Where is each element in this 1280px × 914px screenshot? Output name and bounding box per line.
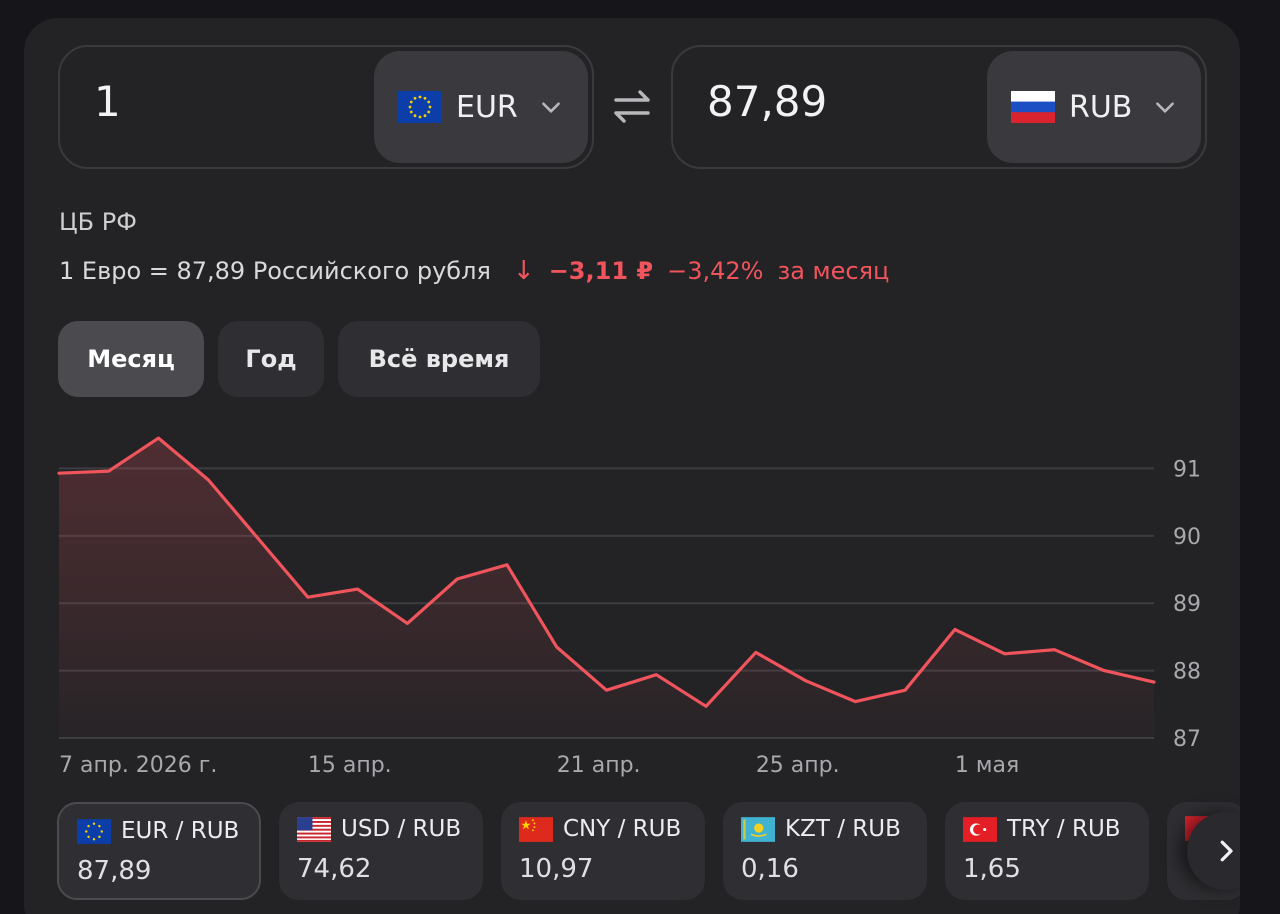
rate-source-label: ЦБ РФ bbox=[59, 208, 137, 236]
to-amount-input[interactable] bbox=[707, 77, 967, 126]
from-currency-code: EUR bbox=[456, 89, 518, 125]
eu-flag-icon bbox=[77, 818, 111, 844]
pair-value: 1,65 bbox=[963, 854, 1021, 884]
usa-flag-icon bbox=[297, 816, 331, 842]
from-currency-box: EUR bbox=[58, 45, 594, 169]
y-tick-label: 87 bbox=[1173, 727, 1201, 752]
pair-value: 87,89 bbox=[77, 856, 152, 886]
pair-try-rub[interactable]: TRY / RUB 1,65 bbox=[945, 802, 1149, 900]
from-currency-select[interactable]: EUR bbox=[374, 51, 588, 163]
swap-icon[interactable] bbox=[610, 86, 654, 126]
converter-card: EUR RUB ЦБ РФ 1 Евро = 87,89 Российского… bbox=[24, 18, 1240, 914]
pair-usd-rub[interactable]: USD / RUB 74,62 bbox=[279, 802, 483, 900]
x-tick-label: 21 апр. bbox=[557, 753, 641, 778]
rate-summary: 1 Евро = 87,89 Российского рубля ↓ −3,11… bbox=[59, 256, 889, 286]
x-tick-label: 15 апр. bbox=[308, 753, 392, 778]
to-currency-select[interactable]: RUB bbox=[987, 51, 1201, 163]
chevron-down-icon bbox=[1156, 102, 1175, 113]
rate-change-percent: −3,42% bbox=[667, 257, 764, 285]
rate-change-period: за месяц bbox=[777, 257, 890, 285]
turkey-flag-icon bbox=[963, 816, 997, 842]
russia-flag-icon bbox=[1011, 91, 1055, 123]
rate-text: 1 Евро = 87,89 Российского рубля bbox=[59, 257, 491, 285]
pair-label: TRY / RUB bbox=[1007, 816, 1121, 842]
y-tick-label: 90 bbox=[1173, 525, 1201, 550]
chart-area-fill bbox=[59, 438, 1154, 738]
x-tick-label: 25 апр. bbox=[756, 753, 840, 778]
tab-year[interactable]: Год bbox=[218, 321, 324, 397]
rate-chart[interactable]: 91 90 89 88 87 7 апр. 2026 г. 15 апр. 21 апр. 25… bbox=[24, 418, 1240, 778]
x-tick-label: 7 апр. 2026 г. bbox=[59, 753, 217, 778]
currency-pairs-list: EUR / RUB 87,89 USD / RUB 74,62 bbox=[57, 802, 1240, 900]
pair-label: CNY / RUB bbox=[563, 816, 682, 842]
y-tick-label: 88 bbox=[1173, 660, 1201, 685]
rate-change-absolute: −3,11 ₽ bbox=[548, 257, 654, 285]
to-currency-code: RUB bbox=[1069, 89, 1133, 125]
from-amount-input[interactable] bbox=[94, 77, 354, 126]
eu-flag-icon bbox=[398, 91, 442, 123]
pair-cny-rub[interactable]: CNY / RUB 10,97 bbox=[501, 802, 705, 900]
china-flag-icon bbox=[519, 816, 553, 842]
chart-series-line bbox=[57, 436, 1156, 708]
chevron-right-icon bbox=[1220, 840, 1233, 862]
pair-value: 0,16 bbox=[741, 854, 799, 884]
pair-value: 10,97 bbox=[519, 854, 594, 884]
pair-label: EUR / RUB bbox=[121, 818, 240, 844]
pair-label: USD / RUB bbox=[341, 816, 462, 842]
pair-label: KZT / RUB bbox=[785, 816, 901, 842]
kazakhstan-flag-icon bbox=[741, 816, 775, 842]
x-tick-label: 1 мая bbox=[955, 753, 1019, 778]
chevron-down-icon bbox=[541, 102, 560, 113]
to-currency-box: RUB bbox=[671, 45, 1207, 169]
y-tick-label: 89 bbox=[1173, 592, 1201, 617]
y-tick-label: 91 bbox=[1173, 457, 1201, 482]
pair-value: 74,62 bbox=[297, 854, 372, 884]
tab-all-time[interactable]: Всё время bbox=[338, 321, 540, 397]
arrow-down-icon: ↓ bbox=[512, 256, 535, 286]
tab-month[interactable]: Месяц bbox=[58, 321, 204, 397]
pair-eur-rub[interactable]: EUR / RUB 87,89 bbox=[57, 802, 261, 900]
period-tabs: Месяц Год Всё время bbox=[58, 321, 540, 397]
pair-kzt-rub[interactable]: KZT / RUB 0,16 bbox=[723, 802, 927, 900]
